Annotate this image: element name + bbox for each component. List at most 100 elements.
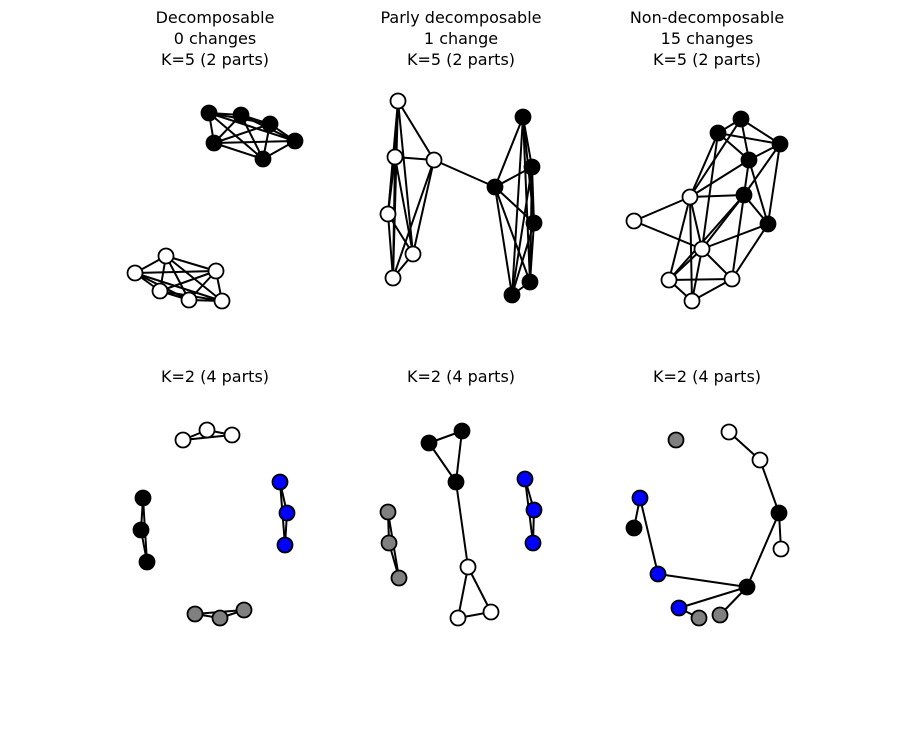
- graph-edge: [208, 112, 296, 142]
- graph-node-black: [525, 214, 543, 232]
- graph-node-blue: [516, 470, 534, 488]
- graph-edge: [412, 159, 435, 255]
- graph-edge: [668, 194, 745, 281]
- graph-edge: [455, 430, 463, 483]
- graph-edge: [689, 194, 745, 198]
- panel-title-line-1: Non-decomposable: [630, 8, 784, 27]
- graph-edge: [467, 566, 492, 613]
- graph-node-gray: [211, 609, 229, 627]
- graph-node-black: [625, 519, 643, 537]
- panel-decomposable-k5: Decomposable 0 changes K=5 (2 parts): [126, 8, 304, 310]
- graph-node-black: [286, 132, 304, 150]
- graph-node-black: [200, 104, 218, 122]
- graph-edge: [392, 159, 435, 279]
- graph-node-blue: [670, 599, 688, 617]
- graph-edge: [134, 272, 223, 302]
- graph-node-white: [180, 291, 198, 309]
- graph-node-black: [132, 521, 150, 539]
- graph-edge: [213, 123, 271, 144]
- edge-layer: [140, 429, 288, 619]
- graph-node-black: [735, 186, 753, 204]
- graph-edge: [511, 222, 535, 296]
- graph-edge: [494, 186, 535, 224]
- graph-node-black: [486, 178, 504, 196]
- graph-edge: [689, 196, 703, 250]
- graph-node-black: [521, 273, 539, 291]
- graph-node-white: [625, 212, 643, 230]
- panel-title-line-3: K=5 (2 parts): [407, 50, 515, 69]
- graph-node-blue: [631, 489, 649, 507]
- graph-node-white: [720, 423, 738, 441]
- graph-node-white: [459, 558, 477, 576]
- graph-node-black: [738, 578, 756, 596]
- graph-node-black: [759, 215, 777, 233]
- panel-decomposable-k2: K=2 (4 parts): [132, 367, 296, 627]
- graph-edge: [494, 116, 524, 188]
- edge-layer: [387, 100, 535, 296]
- graph-edge: [759, 459, 780, 514]
- graph-edge: [689, 196, 693, 302]
- graph-edge: [494, 186, 531, 283]
- panel-non-decomposable-k2: K=2 (4 parts): [625, 367, 790, 627]
- graph-edge: [213, 140, 296, 144]
- panel-title-line-2: 1 change: [424, 29, 498, 48]
- panel-title: K=2 (4 parts): [161, 367, 269, 386]
- panel-title-line-1: Decomposable: [156, 8, 275, 27]
- graph-edge: [701, 223, 769, 250]
- graph-edge: [511, 166, 533, 296]
- graph-node-white: [751, 451, 769, 469]
- graph-edge: [387, 156, 396, 215]
- graph-node-white: [404, 245, 422, 263]
- node-layer: [379, 422, 543, 627]
- graph-node-blue: [278, 504, 296, 522]
- graph-node-white: [482, 603, 500, 621]
- graph-node-black: [503, 286, 521, 304]
- panel-title-line-3: K=5 (2 parts): [161, 50, 269, 69]
- graph-node-black: [420, 434, 438, 452]
- graph-node-black: [523, 158, 541, 176]
- graph-node-gray: [380, 534, 398, 552]
- node-layer: [126, 104, 304, 310]
- graph-edge: [689, 159, 750, 198]
- graph-edge: [397, 100, 414, 255]
- graph-node-white: [207, 262, 225, 280]
- node-layer: [625, 110, 789, 310]
- graph-node-blue: [525, 501, 543, 519]
- graph-node-white: [379, 205, 397, 223]
- graph-node-black: [232, 106, 250, 124]
- graph-edge: [165, 255, 217, 272]
- graph-edge: [455, 481, 469, 568]
- graph-edge: [397, 100, 435, 161]
- graph-edge: [767, 143, 781, 225]
- panel-non-decomposable-k5: Non-decomposable 15 changes K=5 (2 parts…: [625, 8, 789, 310]
- graph-node-black: [254, 150, 272, 168]
- graph-edge: [494, 186, 513, 296]
- graph-edge: [678, 586, 748, 609]
- graph-edge: [511, 116, 524, 296]
- graph-node-black: [771, 135, 789, 153]
- graph-edge: [213, 142, 264, 160]
- panel-title: K=2 (4 parts): [407, 367, 515, 386]
- graph-node-white: [174, 431, 192, 449]
- graph-node-white: [384, 269, 402, 287]
- graph-node-black: [770, 504, 788, 522]
- graph-node-white: [151, 282, 169, 300]
- graph-edge: [134, 270, 217, 274]
- graph-node-white: [389, 92, 407, 110]
- graph-node-black: [447, 473, 465, 491]
- graph-node-white: [425, 151, 443, 169]
- graph-node-gray: [667, 431, 685, 449]
- graph-node-gray: [711, 606, 729, 624]
- graph-node-gray: [390, 569, 408, 587]
- graph-node-black: [453, 422, 471, 440]
- graph-edge: [689, 132, 719, 198]
- graph-node-blue: [271, 473, 289, 491]
- panel-partly-decomposable-k5: Parly decomposable 1 change K=5 (2 parts…: [379, 8, 543, 304]
- graph-node-gray: [186, 605, 204, 623]
- graph-edge: [701, 132, 719, 250]
- graph-edge: [748, 159, 769, 225]
- graph-node-white: [449, 609, 467, 627]
- graph-node-white: [386, 148, 404, 166]
- panel-title: K=2 (4 parts): [653, 367, 761, 386]
- graph-edge: [387, 213, 394, 279]
